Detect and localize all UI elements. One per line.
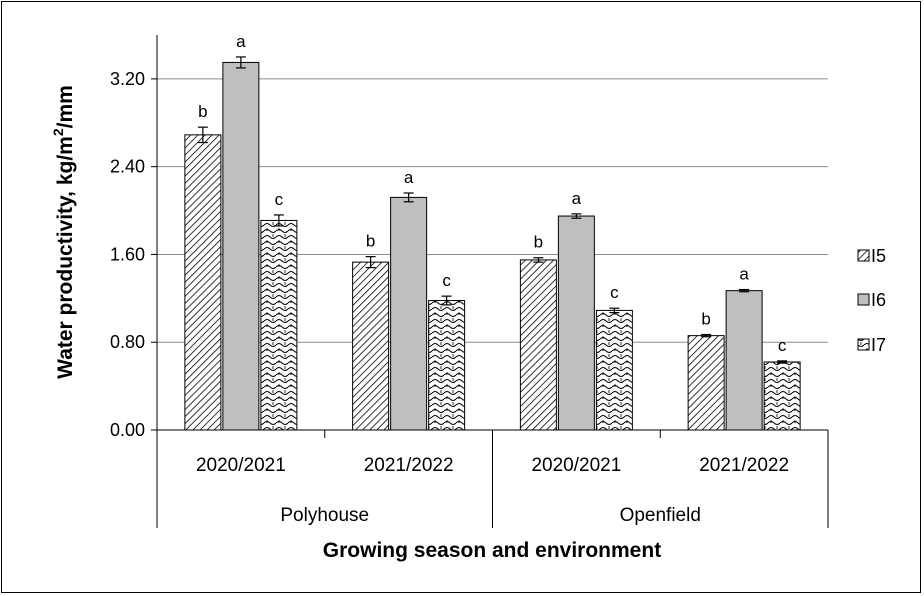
group-label: Polyhouse: [280, 505, 369, 526]
bar-i5: [687, 335, 725, 431]
bar-i7: [763, 361, 801, 431]
legend-label: I7: [871, 335, 886, 355]
legend-swatch-i7: [857, 338, 870, 351]
y-axis-title: Water productivity, kg/m2/mm: [50, 85, 77, 379]
bar-i6: [390, 196, 428, 431]
legend-label: I6: [871, 290, 886, 310]
y-tick-label: 0.00: [110, 420, 145, 440]
significance-letter: b: [198, 102, 207, 121]
significance-letter: b: [366, 232, 375, 251]
bar-i7: [260, 219, 298, 431]
bar-i6: [222, 61, 260, 431]
significance-letter: c: [610, 283, 619, 302]
axes: [151, 35, 829, 528]
significance-letter: a: [572, 189, 582, 208]
group-label: Openfield: [620, 505, 701, 526]
legend-label: I5: [871, 246, 886, 266]
significance-letter: c: [778, 336, 787, 355]
legend: I5 I6 I7: [857, 246, 886, 355]
y-tick-label: 3.20: [110, 69, 145, 89]
significance-letter: b: [534, 233, 543, 252]
y-tick-label: 0.80: [110, 332, 145, 352]
y-tick-label: 2.40: [110, 157, 145, 177]
bar-i6: [557, 215, 595, 431]
x-tick-label: 2021/2022: [699, 455, 789, 476]
bar-i6: [725, 290, 763, 431]
significance-letter: a: [739, 265, 749, 284]
significance-letter: c: [442, 271, 451, 290]
significance-letter: b: [701, 310, 710, 329]
y-tick-label: 1.60: [110, 244, 145, 264]
bar-i7: [595, 309, 633, 431]
bars: [184, 56, 801, 431]
bar-i5: [352, 261, 390, 431]
significance-letter: c: [275, 190, 284, 209]
bar-i7: [428, 300, 466, 431]
labels: 0.00 0.80 1.60 2.40 3.20 b a c b a c b a c b a c 2020/202…: [110, 32, 789, 526]
x-tick-label: 2021/2022: [364, 455, 454, 476]
legend-swatch-i6: [857, 293, 870, 306]
significance-letter: a: [404, 168, 414, 187]
bar-i5: [184, 134, 222, 431]
bar-i5: [519, 259, 557, 431]
x-tick-label: 2020/2021: [196, 455, 286, 476]
x-axis-title: Growing season and environment: [323, 539, 661, 562]
legend-swatch-i5: [857, 249, 870, 262]
x-tick-label: 2020/2021: [531, 455, 621, 476]
significance-letter: a: [236, 32, 246, 51]
